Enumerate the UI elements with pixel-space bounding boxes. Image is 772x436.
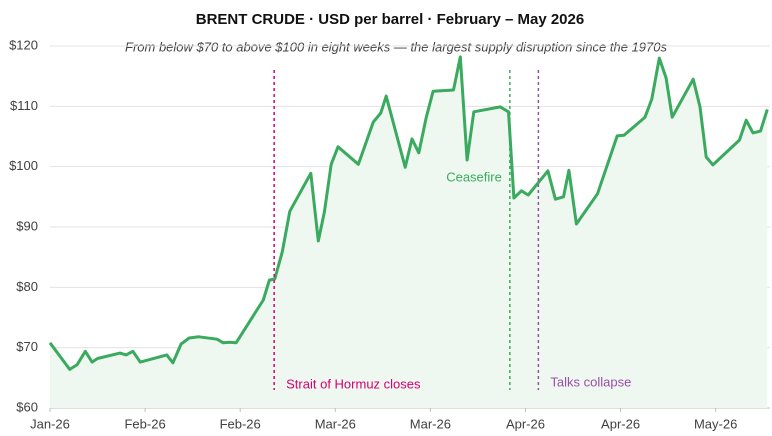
chart-title: BRENT CRUDE · USD per barrel · February …: [196, 11, 584, 28]
x-tick-label: Apr-26: [601, 416, 640, 431]
y-tick-label: $70: [16, 339, 38, 354]
y-tick-label: $90: [16, 218, 38, 233]
x-tick-label: Mar-26: [410, 416, 451, 431]
x-tick-label: May-26: [694, 416, 737, 431]
x-tick-label: Feb-26: [124, 416, 165, 431]
chart-subtitle: From below $70 to above $100 in eight we…: [125, 39, 667, 54]
x-tick-label: Apr-26: [506, 416, 545, 431]
y-tick-label: $60: [16, 399, 38, 414]
y-tick-label: $120: [9, 37, 38, 52]
x-tick-label: Jan-26: [30, 416, 70, 431]
x-tick-label: Mar-26: [315, 416, 356, 431]
annotation-label: Ceasefire: [446, 169, 502, 184]
y-tick-label: $80: [16, 279, 38, 294]
line: [48, 55, 769, 371]
y-tick-label: $110: [10, 98, 38, 113]
area: [50, 56, 768, 409]
annotation-label: Strait of Hormuz closes: [286, 376, 421, 391]
annotation-label: Talks collapse: [550, 374, 631, 389]
y-tick-label: $100: [9, 158, 38, 173]
x-tick-label: Feb-26: [220, 416, 261, 431]
